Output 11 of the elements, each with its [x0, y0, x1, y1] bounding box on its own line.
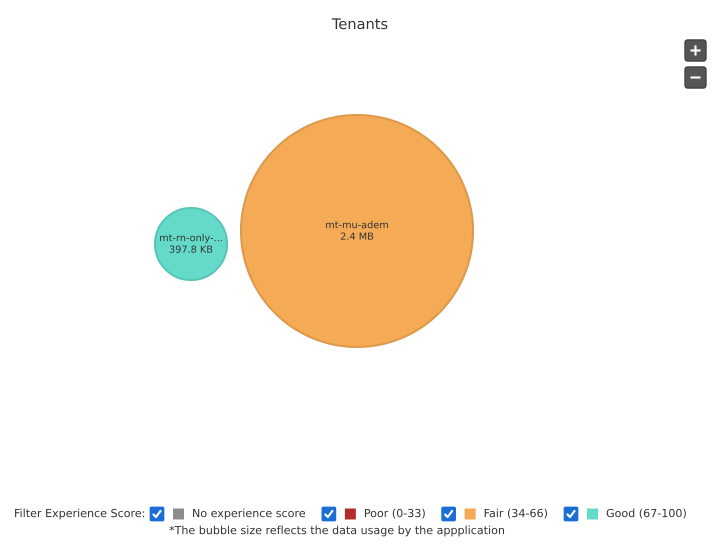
text: Tenants — [332, 18, 388, 30]
legend-title: Filter Experience Score: — [15, 508, 144, 520]
text: *The bubble size reflects the data usage by the appplication — [169, 526, 504, 536]
legend-label: Good (67-100) — [606, 508, 686, 519]
legend-label: Poor (0-33) — [364, 508, 425, 519]
category-label: mt-rn-only-... — [160, 234, 222, 244]
data-label: 2.4 MB — [340, 232, 374, 240]
legend-label: No experience score — [193, 508, 306, 520]
data-label: 397.8 KB — [170, 245, 212, 253]
category-label: mt-mu-adem — [326, 220, 388, 228]
legend-label: Fair (34-66) — [484, 508, 547, 519]
